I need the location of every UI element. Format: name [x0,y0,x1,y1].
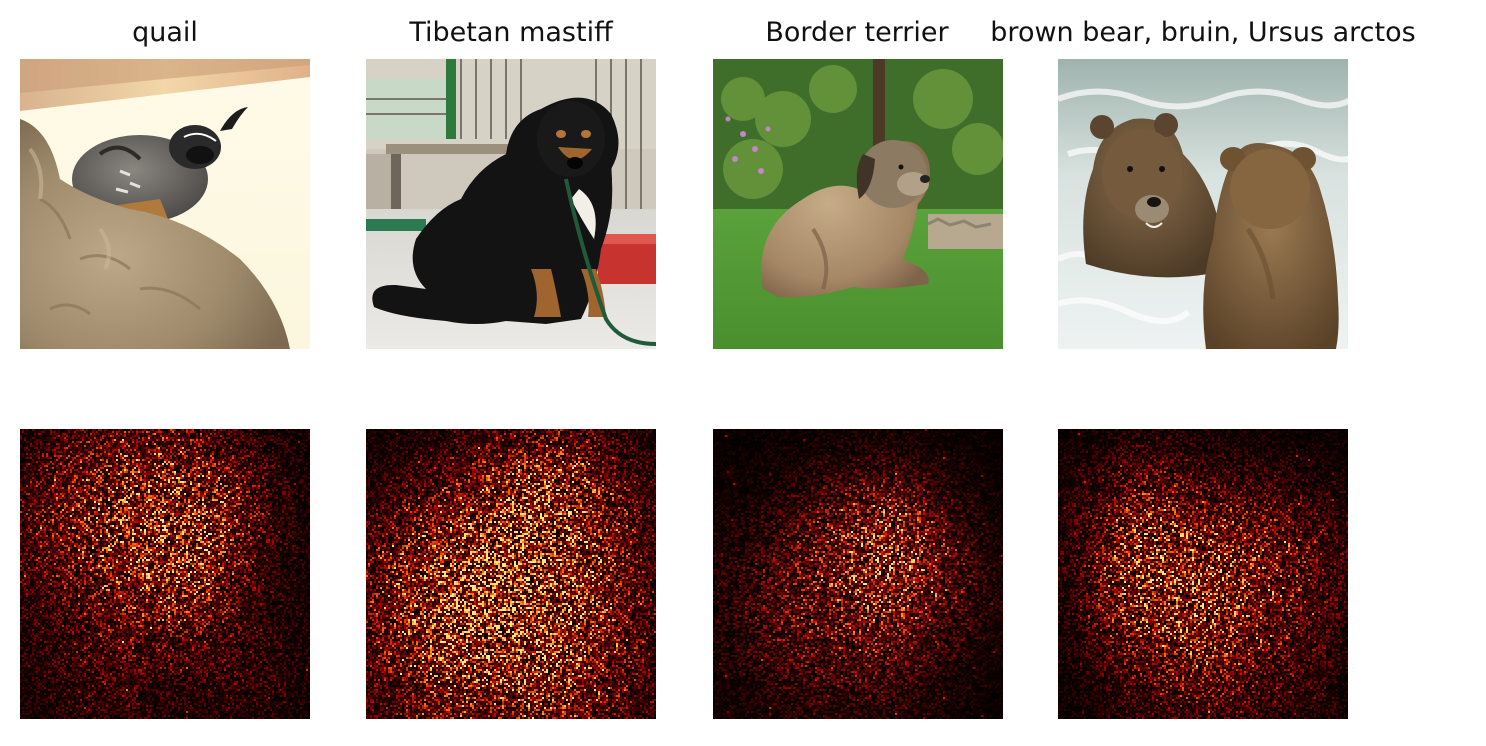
photo-border-terrier [713,59,1003,349]
photo-brown-bears [1058,59,1348,349]
saliency-canvas-brown-bear [1058,429,1348,719]
photo-tibetan-mastiff [366,59,656,349]
saliency-canvas-quail [20,429,310,719]
photo-quail [20,59,310,349]
saliency-map-tibetan-mastiff [366,429,656,719]
saliency-map-brown-bear [1058,429,1348,719]
title-tibetan-mastiff: Tibetan mastiff [409,17,613,48]
title-quail: quail [132,17,198,48]
title-brown-bear: brown bear, bruin, Ursus arctos [990,17,1416,48]
saliency-map-border-terrier [713,429,1003,719]
title-border-terrier: Border terrier [765,17,949,48]
saliency-canvas-border-terrier [713,429,1003,719]
saliency-canvas-tibetan-mastiff [366,429,656,719]
saliency-map-quail [20,429,310,719]
